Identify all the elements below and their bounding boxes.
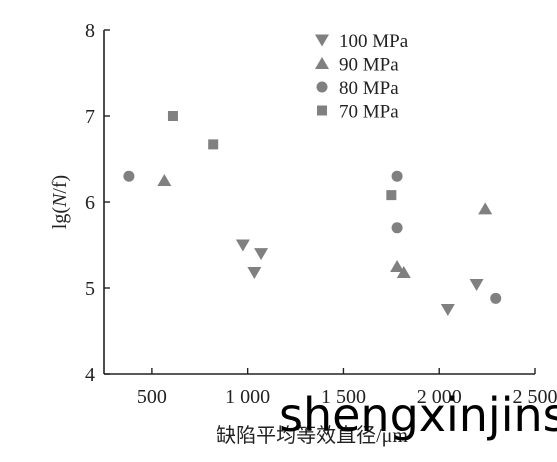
legend-marker <box>317 105 327 116</box>
data-point <box>390 260 405 272</box>
axes: 4 5 6 7 8 500 1 000 1 500 2 000 2 500 <box>85 20 557 408</box>
x-tick-label: 2 000 <box>417 386 462 408</box>
series-1 <box>157 174 493 279</box>
legend-marker <box>315 34 329 47</box>
watermark-text: shengxinjins <box>279 388 557 442</box>
y-tick-label: 6 <box>85 192 95 214</box>
data-point <box>391 222 403 234</box>
x-tick-label: 500 <box>137 386 167 408</box>
data-point <box>386 190 397 201</box>
x-tick-label: 2 500 <box>513 386 557 408</box>
y-tick-label: 7 <box>85 106 95 128</box>
legend-label: 80 MPa <box>339 78 399 99</box>
data-point <box>235 239 250 252</box>
series-2 <box>123 170 502 304</box>
data-point <box>157 174 172 186</box>
data-point <box>123 170 135 182</box>
data-points <box>123 111 502 316</box>
y-tick-label: 8 <box>85 20 95 42</box>
data-point <box>396 266 411 279</box>
series-3 <box>167 111 397 201</box>
legend-item: 90 MPa <box>315 55 399 76</box>
y-tick-label: 5 <box>85 278 95 300</box>
x-axis-title: 缺陷平均等效直径/μm <box>216 424 408 447</box>
data-point <box>254 248 269 261</box>
y-axis-title: lg(N/f) <box>49 175 71 229</box>
data-point <box>167 111 178 121</box>
data-point <box>391 170 403 182</box>
data-point <box>247 267 262 280</box>
legend-label: 70 MPa <box>339 102 399 123</box>
legend-item: 80 MPa <box>316 78 399 99</box>
data-point <box>440 304 455 316</box>
data-point <box>490 292 502 304</box>
data-point <box>478 202 493 215</box>
legend-marker <box>315 57 329 69</box>
data-point <box>469 279 484 292</box>
legend-marker <box>316 81 328 93</box>
y-axis-title-prefix: lg( <box>49 207 71 230</box>
x-tick-label: 1 000 <box>225 386 270 408</box>
y-axis-title-suffix: /f) <box>49 175 71 194</box>
y-axis-title-variable: N <box>49 192 71 208</box>
legend-label: 100 MPa <box>339 31 409 52</box>
series-0 <box>235 239 484 316</box>
x-tick-label: 1 500 <box>321 386 366 408</box>
legend-label: 90 MPa <box>339 55 399 76</box>
legend-item: 70 MPa <box>317 102 399 123</box>
data-point <box>208 139 219 150</box>
y-tick-label: 4 <box>85 364 95 386</box>
legend-item: 100 MPa <box>315 31 409 52</box>
